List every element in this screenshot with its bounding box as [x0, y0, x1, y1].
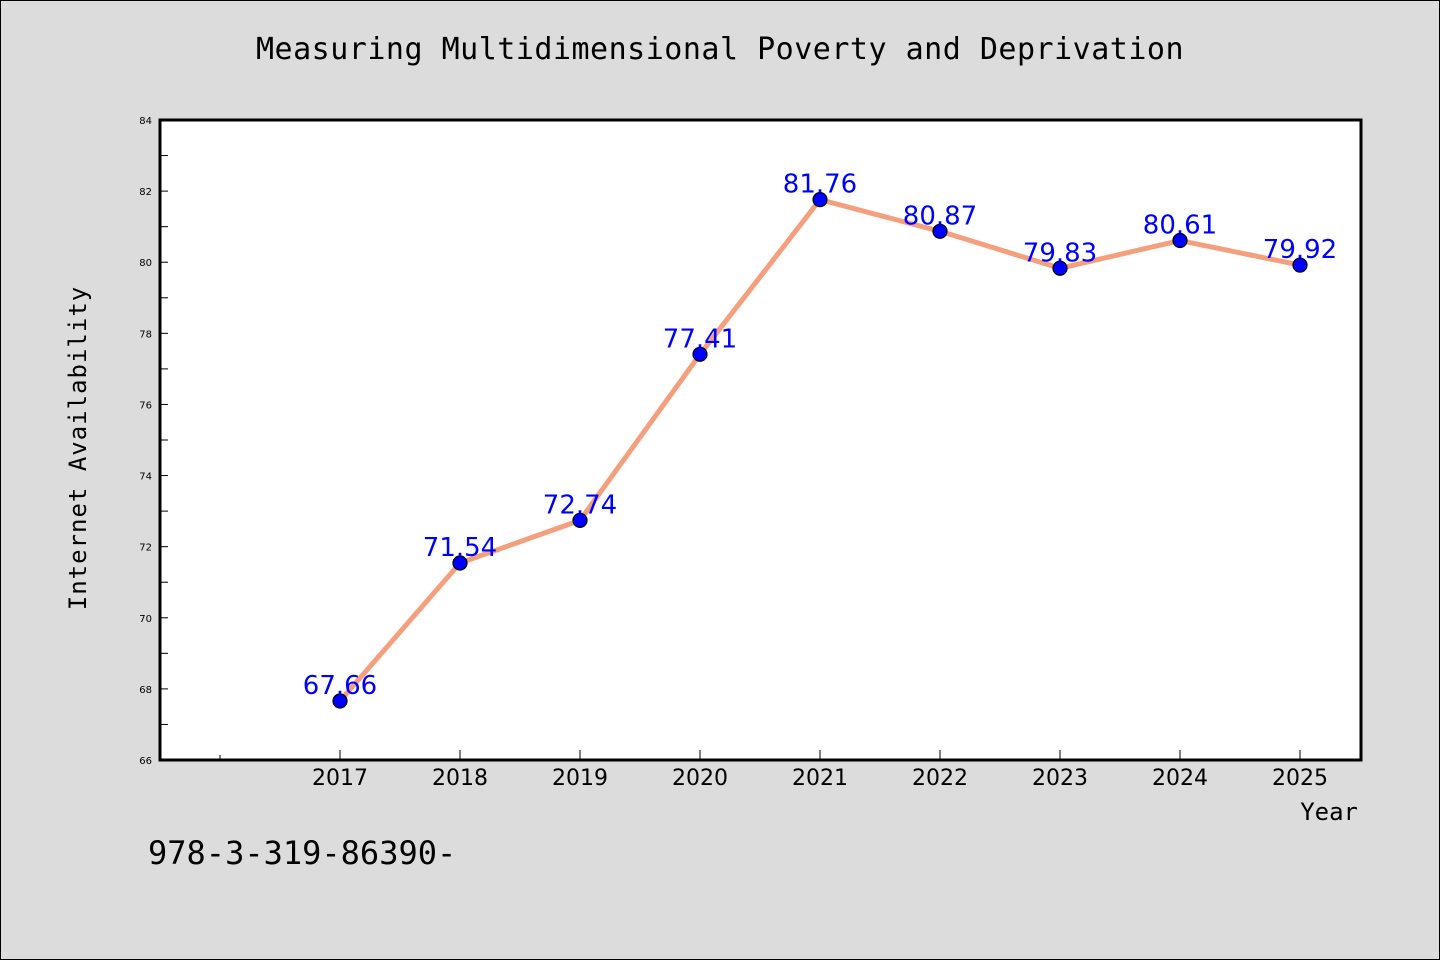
- data-point: [452, 555, 468, 571]
- data-label: 80.87: [903, 201, 977, 231]
- x-tick-label: 2024: [1152, 766, 1208, 791]
- data-label: 67.66: [303, 671, 377, 701]
- x-tick-label: 2022: [912, 766, 968, 791]
- data-labels: 67.66 71.54 72.74 77.41 81.76 80.87 79.83 80.61…: [303, 170, 1337, 701]
- x-tick-label: 2021: [792, 766, 848, 791]
- data-point: [812, 192, 828, 208]
- data-point: [932, 223, 948, 239]
- x-axis-label: Year: [1300, 798, 1358, 826]
- y-axis-label: Internet Availability: [64, 286, 92, 610]
- y-tick-label: 74: [139, 472, 152, 483]
- y-tick-label: 80: [139, 258, 152, 269]
- y-tick-label: 72: [139, 543, 152, 554]
- plot-area: [158, 118, 1363, 762]
- x-tick-label: 2020: [672, 766, 728, 791]
- series-markers: [332, 192, 1308, 709]
- y-tick-label: 68: [139, 685, 152, 696]
- data-label: 72.74: [543, 490, 617, 520]
- data-point: [1292, 257, 1308, 273]
- y-axis: 66 68 70 72 74 76 78 80 82 84: [139, 116, 168, 767]
- data-label: 81.76: [783, 170, 857, 200]
- data-label: 77.41: [663, 324, 737, 354]
- data-point: [1052, 260, 1068, 276]
- data-point: [332, 693, 348, 709]
- data-point: [572, 512, 588, 528]
- x-tick-label: 2023: [1032, 766, 1088, 791]
- y-tick-label: 84: [139, 116, 152, 127]
- data-label: 79.83: [1023, 238, 1097, 268]
- y-tick-label: 70: [139, 614, 152, 625]
- chart-title: Measuring Multidimensional Poverty and D…: [255, 32, 1185, 67]
- data-point: [1172, 232, 1188, 249]
- x-axis: 2017 2018 2019 2020 2021 2022 2023 2024 2025: [219, 750, 1328, 791]
- data-label: 71.54: [423, 533, 497, 563]
- y-tick-label: 82: [139, 187, 152, 198]
- data-label: 80.61: [1143, 211, 1217, 241]
- data-label: 79.92: [1263, 235, 1337, 265]
- footer-note: 978-3-319-86390-: [148, 834, 457, 872]
- x-tick-label: 2017: [312, 766, 368, 791]
- x-tick-label: 2018: [432, 766, 488, 791]
- y-tick-label: 76: [139, 400, 152, 411]
- data-point: [692, 346, 708, 362]
- x-tick-label: 2025: [1272, 766, 1328, 791]
- y-tick-label: 78: [139, 329, 152, 340]
- x-tick-label: 2019: [552, 766, 608, 791]
- y-tick-label: 66: [139, 756, 152, 767]
